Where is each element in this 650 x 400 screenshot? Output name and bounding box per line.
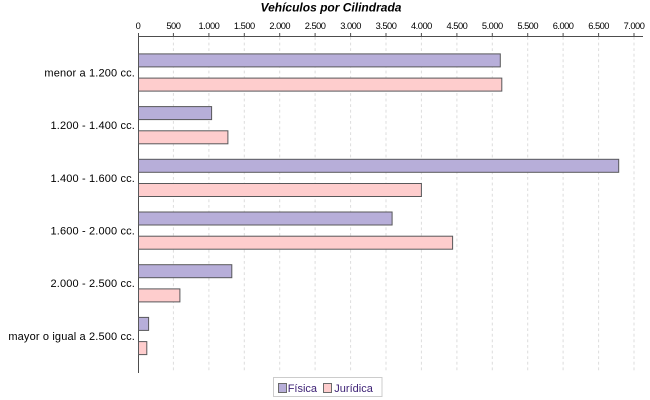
svg-text:1.500: 1.500 <box>234 21 255 31</box>
svg-text:0: 0 <box>136 21 141 31</box>
svg-text:3.000: 3.000 <box>340 21 361 31</box>
svg-text:6.000: 6.000 <box>553 21 574 31</box>
svg-text:4.500: 4.500 <box>447 21 468 31</box>
svg-text:2.000: 2.000 <box>269 21 290 31</box>
svg-text:4.000: 4.000 <box>411 21 432 31</box>
svg-text:6.500: 6.500 <box>588 21 609 31</box>
svg-text:5.000: 5.000 <box>482 21 503 31</box>
svg-text:1.200 - 1.400 cc.: 1.200 - 1.400 cc. <box>51 120 136 132</box>
svg-text:1.400 - 1.600 cc.: 1.400 - 1.600 cc. <box>51 173 136 185</box>
svg-text:Vehículos por Cilindrada: Vehículos por Cilindrada <box>261 1 402 15</box>
svg-text:1.000: 1.000 <box>199 21 220 31</box>
svg-text:2.500: 2.500 <box>305 21 326 31</box>
svg-text:Jurídica: Jurídica <box>334 383 373 395</box>
svg-text:menor a 1.200 cc.: menor a 1.200 cc. <box>44 67 135 79</box>
svg-text:1.600 - 2.000 cc.: 1.600 - 2.000 cc. <box>51 226 136 238</box>
svg-text:mayor o igual a 2.500 cc.: mayor o igual a 2.500 cc. <box>8 331 135 343</box>
svg-text:3.500: 3.500 <box>376 21 397 31</box>
svg-text:2.000 - 2.500 cc.: 2.000 - 2.500 cc. <box>51 278 136 290</box>
svg-text:7.000: 7.000 <box>624 21 645 31</box>
svg-text:Física: Física <box>288 383 318 395</box>
svg-text:5.500: 5.500 <box>517 21 538 31</box>
svg-text:500: 500 <box>166 21 180 31</box>
